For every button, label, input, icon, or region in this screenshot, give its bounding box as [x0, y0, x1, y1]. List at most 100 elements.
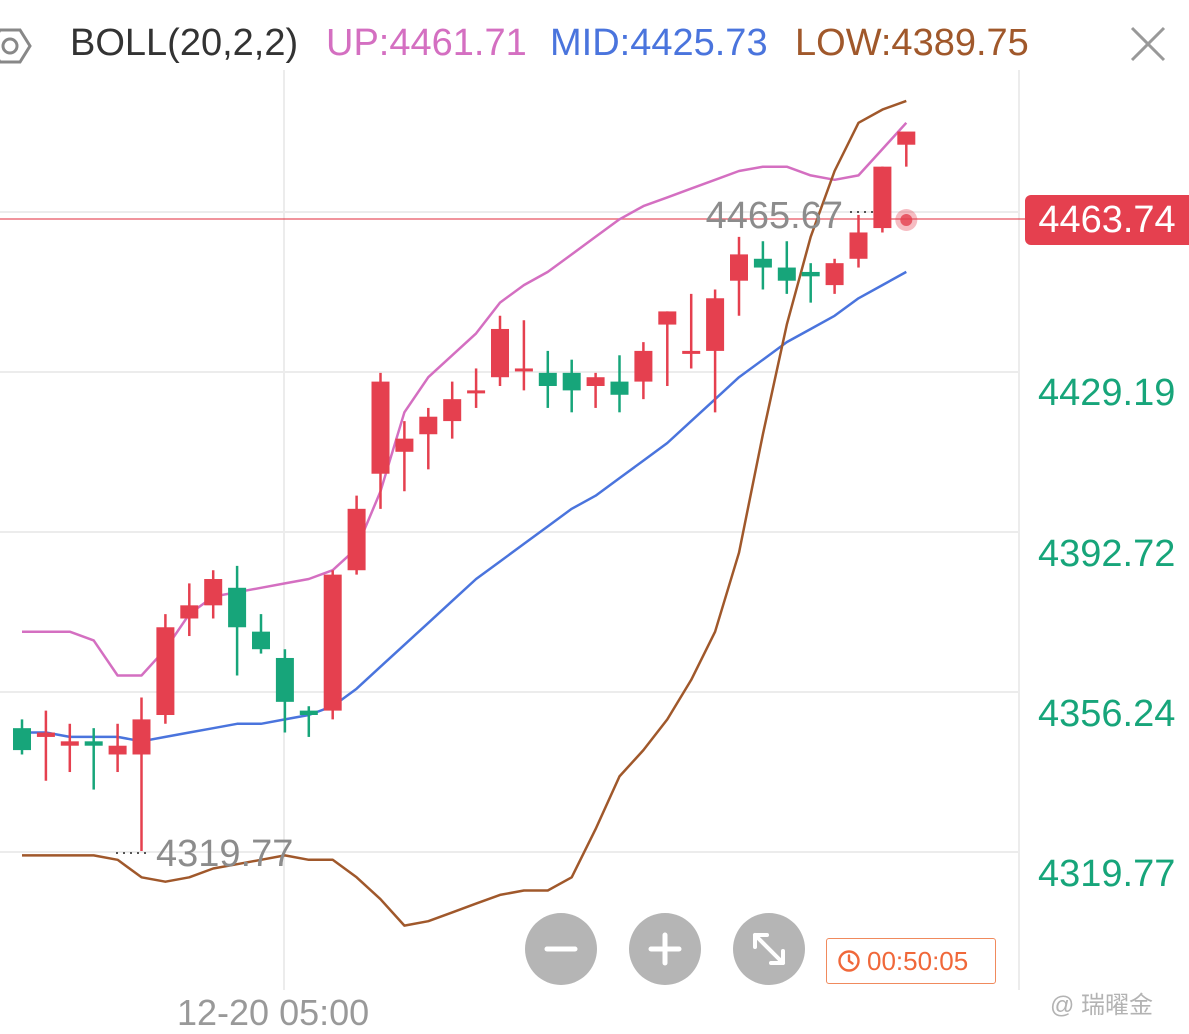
countdown-text: 00:50:05 [867, 946, 969, 976]
candle-body [371, 381, 390, 474]
fullscreen-button[interactable] [733, 913, 805, 985]
candle-body [132, 719, 151, 755]
candle-body [13, 728, 31, 751]
zoom-in-button[interactable] [629, 913, 701, 985]
candle [204, 570, 223, 619]
candle-body [36, 732, 55, 737]
zoom-out-button[interactable] [525, 913, 597, 985]
candle [562, 359, 581, 413]
lower-band-line [22, 99, 907, 927]
candle [443, 381, 462, 439]
candles [13, 131, 916, 851]
candle [801, 263, 820, 303]
price-axis-label: 4429.19 [1038, 372, 1176, 414]
candle [419, 407, 438, 470]
candle [371, 372, 390, 509]
chart-grid [0, 70, 1025, 990]
last-price-dot [900, 214, 913, 226]
candle [108, 723, 127, 773]
candle-body [610, 381, 629, 395]
candle [180, 583, 199, 637]
candle [132, 697, 151, 851]
candle-body [825, 263, 844, 286]
candle [84, 728, 103, 790]
expand-icon [753, 933, 785, 965]
upper-band-value: UP:4461.71 [326, 22, 527, 64]
candle-body [562, 372, 581, 391]
indicator-header: BOLL(20,2,2) UP:4461.71 MID:4425.73 LOW:… [0, 0, 1189, 86]
candle-body [801, 271, 820, 277]
candle-body [777, 267, 796, 281]
candle-body [682, 350, 701, 354]
candle [36, 710, 55, 781]
candle [514, 320, 533, 391]
candle-body [252, 631, 270, 650]
candle [228, 565, 247, 676]
candle-body [60, 741, 79, 746]
candle [825, 258, 844, 294]
lower-band-value: LOW:4389.75 [795, 22, 1029, 64]
candle [60, 723, 79, 773]
close-icon[interactable] [1126, 22, 1170, 66]
candle-body [299, 710, 318, 716]
minus-icon [544, 946, 578, 952]
candle [706, 289, 725, 413]
candle [299, 706, 318, 737]
candle [13, 719, 31, 755]
candle-body [275, 657, 294, 702]
settings-icon[interactable] [0, 26, 34, 66]
candle-body [538, 372, 557, 386]
price-axis-label: 4356.24 [1038, 693, 1176, 735]
middle-band-value: MID:4425.73 [550, 22, 768, 64]
candle-body [897, 131, 916, 145]
candle [467, 368, 486, 408]
candle-body [156, 627, 175, 716]
candle-body [204, 579, 223, 606]
candle [323, 570, 342, 720]
candle [395, 421, 414, 492]
candle-body [84, 741, 103, 746]
candle-body [347, 508, 366, 571]
candle [538, 350, 557, 408]
candle [849, 214, 868, 268]
candle-body [658, 311, 677, 325]
candle-body [586, 377, 605, 386]
candle-body [753, 258, 772, 268]
candle [873, 166, 892, 233]
low-price-label: 4319.77 [156, 833, 293, 875]
time-axis-label: 12-20 05:00 [177, 992, 370, 1033]
candle-body [395, 438, 414, 452]
candle-body [467, 390, 486, 394]
candle [897, 131, 916, 167]
candle [275, 649, 294, 733]
candle-body [514, 368, 533, 372]
candle-body [730, 254, 748, 281]
candle-body [108, 745, 127, 755]
candle-body [706, 298, 725, 351]
candle [730, 236, 748, 316]
candle-body [491, 328, 509, 378]
plus-icon [648, 932, 682, 966]
candle-body [634, 350, 653, 382]
candle-body [419, 416, 438, 435]
candle-body [849, 232, 868, 259]
candle [347, 495, 366, 575]
middle-band-line [22, 270, 907, 743]
candle-body [228, 587, 247, 628]
annotations: 4465.67 4319.77 [116, 195, 918, 875]
candle [658, 311, 677, 386]
countdown-icon [838, 950, 860, 972]
candle-body [180, 605, 199, 619]
candle-body [873, 166, 892, 229]
candle-body [323, 574, 342, 711]
countdown-timer: 00:50:05 [826, 938, 996, 984]
candle-body [443, 399, 462, 422]
candle [682, 293, 701, 369]
price-axis-label: 4319.77 [1038, 853, 1176, 895]
candle [491, 315, 509, 386]
candle [610, 355, 629, 413]
high-price-label: 4465.67 [706, 195, 843, 237]
candle [156, 614, 175, 724]
candle [586, 372, 605, 408]
